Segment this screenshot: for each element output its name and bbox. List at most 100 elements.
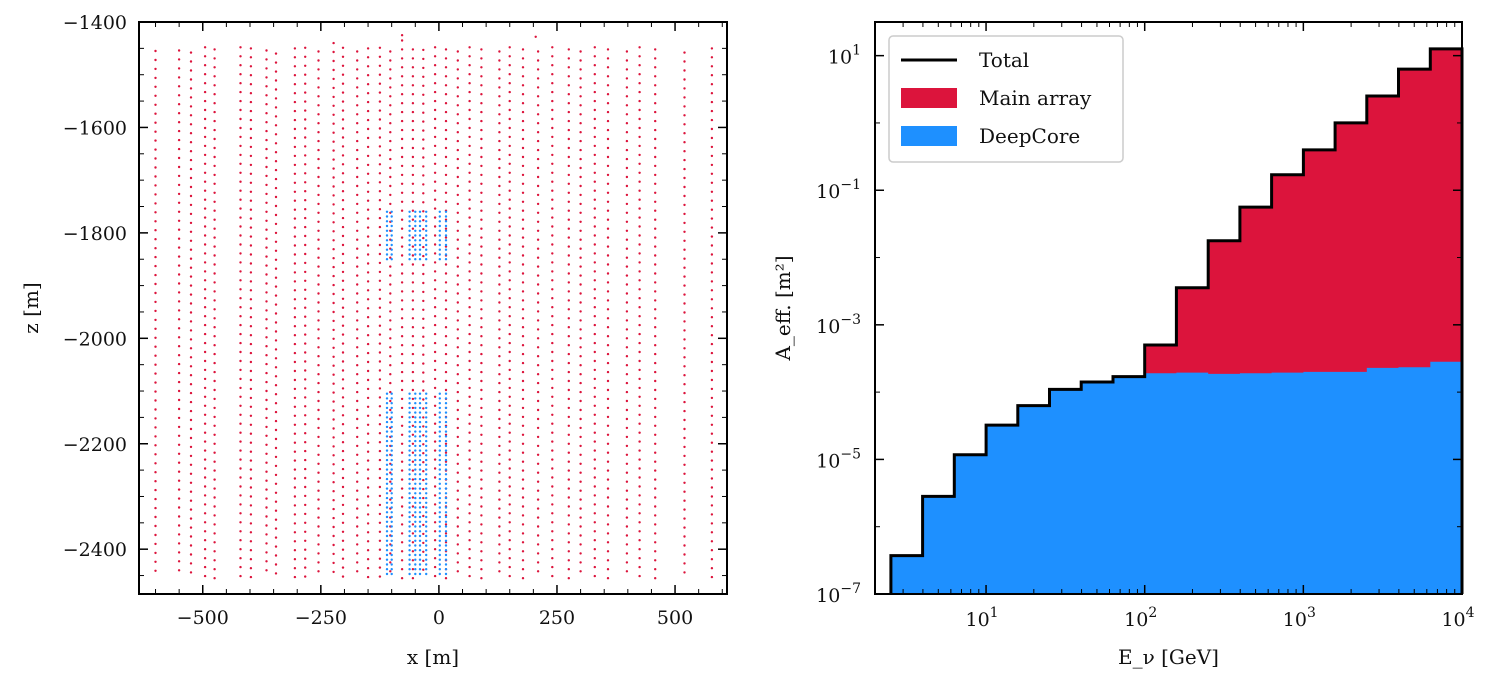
main-array-dom (468, 117, 471, 121)
main-array-dom (710, 100, 714, 104)
main-array-dom (249, 522, 253, 525)
main-array-dom (654, 559, 657, 562)
main-array-dom (341, 181, 345, 184)
main-array-dom (341, 369, 345, 372)
main-array-dom (683, 526, 686, 529)
main-array-dom (567, 75, 570, 78)
main-array-dom (389, 166, 392, 170)
main-array-dom (521, 272, 525, 275)
main-array-dom (498, 337, 501, 340)
main-array-dom (422, 272, 425, 276)
main-array-dom (579, 229, 582, 232)
main-array-dom (551, 234, 554, 237)
main-array-dom (341, 109, 345, 112)
main-array-dom (508, 108, 511, 112)
main-array-dom (579, 50, 582, 53)
main-array-dom (567, 460, 570, 463)
legend-label: Total (979, 48, 1029, 72)
main-array-dom (249, 459, 253, 462)
main-array-dom (239, 341, 242, 345)
main-array-dom (638, 261, 641, 264)
main-array-dom (274, 106, 278, 109)
main-array-dom (213, 514, 216, 517)
deepcore-dom (408, 520, 411, 523)
main-array-dom (265, 380, 268, 384)
main-array-dom (638, 458, 641, 461)
main-array-dom (317, 148, 320, 152)
main-array-dom (444, 352, 448, 356)
main-array-dom (567, 93, 570, 96)
main-array-dom (551, 395, 554, 398)
main-array-dom (536, 95, 540, 98)
main-array-dom (498, 399, 501, 403)
main-array-dom (625, 462, 629, 465)
main-array-dom (154, 49, 157, 53)
main-array-dom (508, 315, 511, 318)
main-array-dom (293, 334, 297, 337)
deepcore-dom (408, 416, 411, 419)
main-array-dom (356, 319, 359, 322)
main-array-dom (625, 95, 629, 98)
main-array-dom (189, 87, 193, 90)
deepcore-dom (390, 449, 393, 452)
main-array-dom (389, 480, 392, 483)
main-array-dom (625, 184, 629, 188)
main-array-dom (332, 463, 335, 466)
main-array-dom (433, 73, 437, 76)
main-array-dom (411, 164, 415, 168)
main-array-dom (304, 494, 307, 498)
deepcore-dom (408, 492, 411, 495)
y-tick-label: 10−3 (816, 312, 861, 338)
main-array-dom (551, 126, 554, 130)
main-array-dom (508, 99, 511, 103)
main-array-dom (239, 189, 242, 192)
main-array-dom (203, 162, 207, 165)
main-array-dom (265, 497, 268, 500)
main-array-dom (332, 212, 335, 215)
deepcore-dom (444, 220, 448, 223)
main-array-dom (683, 158, 686, 162)
deepcore-dom (425, 539, 428, 542)
main-array-dom (213, 487, 216, 490)
deepcore-dom (425, 530, 428, 533)
main-array-dom (567, 326, 570, 329)
main-array-dom (341, 315, 345, 318)
main-array-dom (593, 565, 596, 569)
main-array-dom (317, 426, 320, 430)
main-array-dom (551, 485, 554, 488)
deepcore-dom (444, 439, 448, 443)
main-array-dom (249, 495, 253, 498)
main-array-dom (400, 308, 404, 311)
main-array-dom (456, 426, 459, 430)
main-array-dom (521, 523, 525, 526)
main-array-dom (567, 317, 570, 320)
deepcore-dom (438, 229, 441, 232)
main-array-dom (625, 543, 629, 546)
main-array-dom (400, 335, 404, 338)
main-array-dom (154, 282, 157, 286)
main-array-dom (378, 100, 382, 103)
main-array-dom (239, 521, 242, 524)
main-array-dom (203, 55, 207, 58)
main-array-dom (654, 218, 657, 221)
deepcore-dom (418, 229, 422, 232)
main-array-dom (536, 543, 540, 546)
main-array-dom (468, 189, 471, 192)
main-array-dom (317, 256, 320, 259)
main-array-dom (654, 48, 657, 51)
main-array-dom (468, 476, 471, 479)
deepcore-dom (438, 420, 441, 424)
deepcore-dom (425, 534, 428, 538)
deepcore-dom (418, 397, 422, 400)
main-array-dom (356, 498, 359, 501)
main-array-dom (710, 253, 714, 256)
main-array-dom (317, 390, 320, 394)
main-array-dom (456, 444, 459, 448)
main-array-dom (521, 424, 525, 427)
main-array-dom (177, 506, 181, 509)
main-array-dom (154, 363, 157, 366)
main-array-dom (468, 73, 471, 76)
main-array-dom (593, 117, 596, 121)
main-array-dom (177, 354, 181, 357)
main-array-dom (366, 432, 370, 435)
